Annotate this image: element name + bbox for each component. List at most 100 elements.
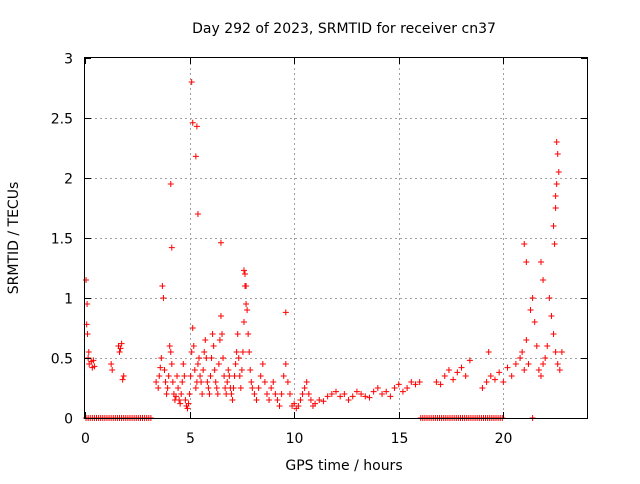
data-point: [441, 373, 448, 379]
data-point: [519, 349, 526, 355]
data-point: [230, 385, 237, 391]
data-point: [175, 385, 182, 391]
data-point: [200, 367, 207, 373]
data-point: [551, 241, 558, 247]
grid: [85, 58, 587, 418]
x-tick-label: 0: [81, 431, 90, 447]
data-point: [552, 205, 559, 211]
axis-ticks: 0 0.5 1 1.5 2 2.5 3 0 5 10 15 20: [51, 52, 587, 447]
data-point: [552, 349, 559, 355]
data-point: [349, 393, 356, 400]
data-point: [383, 388, 390, 395]
data-point: [248, 379, 255, 385]
y-tick-label: 0: [64, 412, 73, 428]
data-point: [550, 223, 557, 229]
data-point: [276, 403, 283, 409]
data-point: [217, 313, 224, 319]
data-point: [552, 193, 559, 199]
data-point: [445, 367, 452, 373]
data-point: [454, 369, 461, 376]
data-point: [213, 385, 220, 391]
data-point: [84, 331, 91, 337]
data-point: [189, 119, 196, 126]
data-point: [255, 385, 262, 391]
data-point: [553, 181, 560, 187]
data-point: [555, 169, 562, 175]
data-point: [553, 139, 560, 145]
data-point: [162, 379, 169, 385]
data-point: [161, 367, 168, 373]
y-tick-label: 2.5: [51, 112, 73, 128]
data-point: [198, 379, 205, 385]
data-point: [184, 405, 191, 412]
data-point: [201, 349, 208, 355]
data-point: [188, 349, 195, 355]
data-point: [529, 295, 536, 301]
data-point: [305, 391, 312, 397]
y-tick-label: 0.5: [51, 352, 73, 368]
data-point: [517, 355, 524, 361]
data-point: [333, 388, 339, 395]
data-point: [251, 391, 258, 397]
data-point: [205, 385, 212, 391]
data-point: [169, 379, 176, 385]
y-tick-label: 3: [64, 52, 73, 68]
data-point: [209, 331, 216, 337]
data-point: [155, 385, 162, 391]
data-point: [540, 361, 547, 367]
data-point: [207, 373, 214, 379]
data-point: [215, 361, 222, 367]
data-point: [263, 391, 270, 397]
data-point: [176, 397, 183, 403]
data-point: [500, 379, 507, 385]
data-point: [483, 379, 490, 385]
data-point: [512, 361, 519, 367]
data-point: [84, 301, 91, 307]
data-point: [160, 295, 167, 301]
data-point: [320, 398, 327, 405]
data-point: [231, 373, 238, 379]
data-point: [437, 381, 444, 388]
data-point: [261, 379, 268, 385]
data-point: [156, 373, 163, 379]
data-point: [174, 373, 181, 379]
data-point: [208, 355, 215, 361]
data-point: [345, 397, 352, 403]
data-point: [244, 307, 251, 313]
data-point: [286, 391, 293, 397]
data-point: [210, 343, 217, 349]
data-point: [172, 393, 179, 400]
data-point: [240, 267, 247, 274]
data-point: [164, 385, 171, 391]
data-point: [466, 357, 473, 364]
data-point: [220, 355, 227, 361]
data-point: [83, 277, 90, 283]
data-point: [167, 349, 174, 355]
data-point: [117, 345, 124, 352]
data-point: [108, 361, 115, 367]
data-point: [187, 373, 194, 379]
data-point: [237, 385, 244, 391]
data-point: [221, 373, 228, 379]
data-point: [270, 379, 277, 385]
y-tick-label: 1: [64, 292, 73, 308]
data-point: [408, 379, 415, 385]
data-point: [544, 343, 551, 349]
y-tick-label: 2: [64, 172, 73, 188]
data-point: [242, 271, 249, 277]
chart-title: Day 292 of 2023, SRMTID for receiver cn3…: [192, 21, 496, 37]
data-point: [202, 337, 209, 343]
data-point: [214, 391, 221, 397]
data-point: [307, 397, 314, 403]
data-point: [366, 394, 373, 401]
data-point: [193, 123, 200, 130]
data-point: [280, 373, 287, 379]
data-point: [556, 367, 563, 373]
data-point: [216, 337, 223, 343]
data-point: [109, 367, 116, 373]
data-point: [433, 379, 440, 385]
data-point: [362, 393, 369, 400]
data-point: [189, 325, 196, 331]
